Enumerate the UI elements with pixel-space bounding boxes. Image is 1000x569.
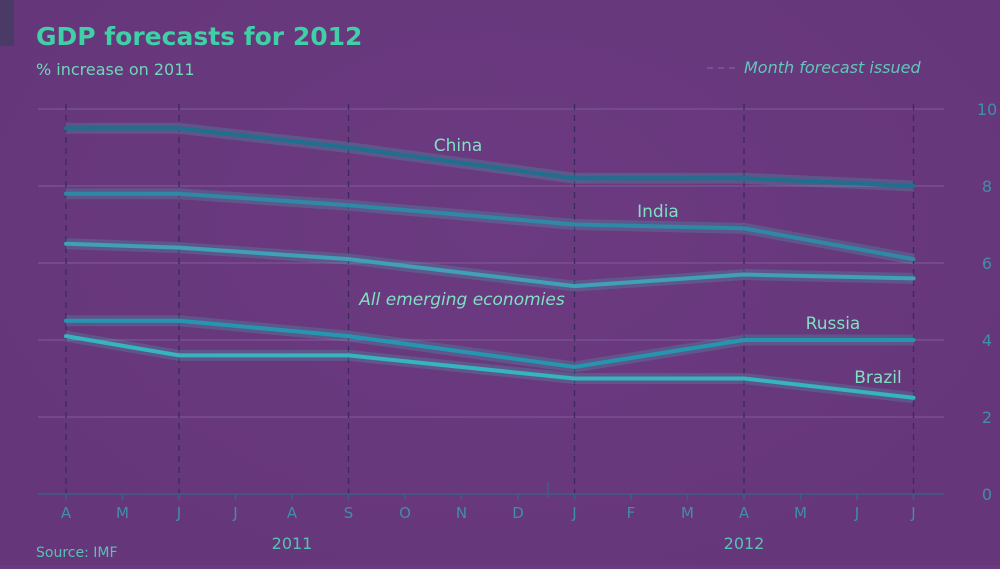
y-tick-label-2: 2 [982,408,992,427]
x-tick-label-13: M [794,504,807,522]
x-axis: A M J J A S O N D J F M A M J J 2011 2012 [38,482,944,553]
corner-mark [0,0,14,46]
y-tick-label-10: 10 [977,100,997,119]
year-label-2012: 2012 [724,534,765,553]
x-tick-label-7: N [456,504,467,522]
series-label-russia: Russia [806,314,861,334]
legend: Month forecast issued [707,58,921,77]
x-tick-label-11: M [681,504,694,522]
chart-title: GDP forecasts for 2012 [36,22,362,51]
series-line-brazil [64,334,916,400]
legend-label: Month forecast issued [744,58,921,77]
x-tick-label-6: O [399,504,411,522]
x-tick-label-5: S [344,504,354,522]
x-tick-label-9: J [571,504,576,522]
chart-subtitle: % increase on 2011 [36,60,195,79]
forecast-lines [65,104,915,494]
x-tick-label-0: A [61,504,72,522]
y-tick-label-6: 6 [982,254,992,273]
x-tick-label-10: F [627,504,636,522]
year-label-2011: 2011 [272,534,313,553]
series-line-all-emerging-economies [64,241,916,289]
series-label-brazil: Brazil [854,368,901,388]
series-line-china [64,126,916,188]
source-note: Source: IMF [36,545,118,561]
series-line-russia [64,318,916,369]
x-tick-label-12: A [739,504,750,522]
x-tick-label-4: A [287,504,298,522]
y-tick-label-4: 4 [982,331,992,350]
x-tick-label-2: J [176,504,181,522]
y-axis: 0 2 4 6 8 10 [977,100,997,504]
series-labels: China India All emerging economies Russia Br… [358,136,901,388]
series-glow-china [66,122,914,192]
series-label-china: China [434,136,483,156]
x-tick-label-15: J [910,504,915,522]
series-line-india [64,191,916,262]
grid-layer [38,108,944,418]
x-tick-label-8: D [512,504,524,522]
series-label-all-emerging-economies: All emerging economies [358,290,565,310]
y-tick-label-8: 8 [982,177,992,196]
x-tick-label-14: J [854,504,859,522]
x-tick-label-1: M [116,504,129,522]
series-label-india: India [637,202,679,222]
y-tick-label-0: 0 [982,485,992,504]
series-layer [64,122,916,404]
x-tick-label-3: J [232,504,237,522]
